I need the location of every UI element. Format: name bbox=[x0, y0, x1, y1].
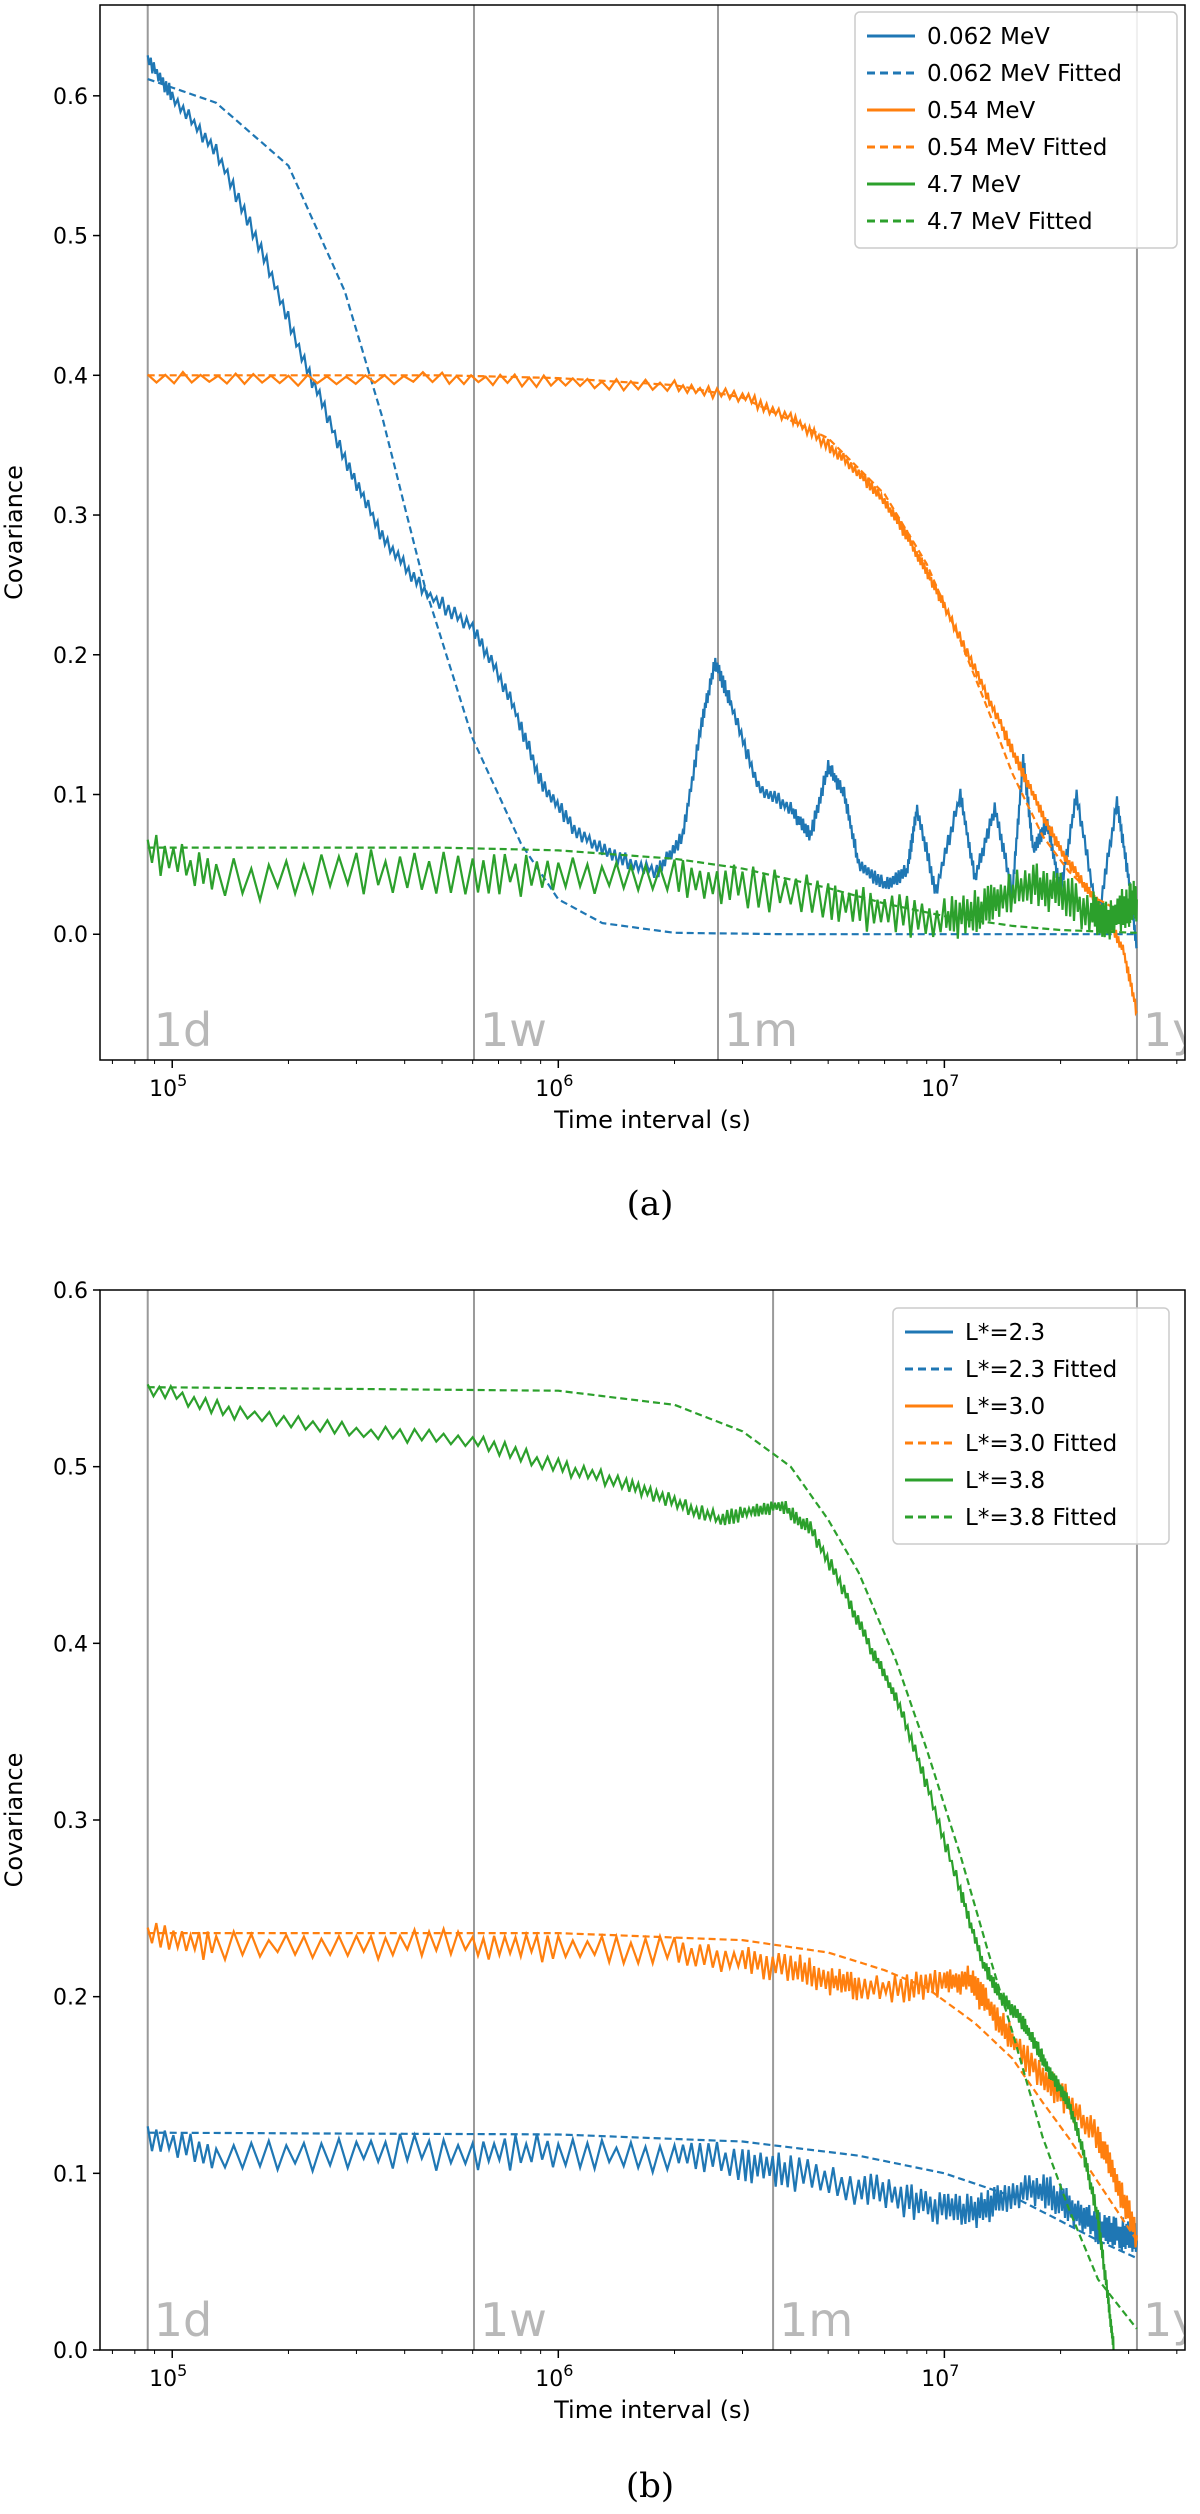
y-tick-label: 0.5 bbox=[53, 1456, 88, 1481]
reference-label-1w: 1w bbox=[480, 2293, 547, 2347]
reference-label-1w: 1w bbox=[480, 1003, 547, 1057]
legend-entry: 4.7 MeV bbox=[927, 172, 1021, 198]
series-line-3 bbox=[147, 374, 1138, 922]
reference-label-1d: 1d bbox=[154, 2293, 212, 2347]
y-tick-label: 0.3 bbox=[53, 1809, 88, 1834]
legend-entry: L*=3.8 Fitted bbox=[965, 1505, 1117, 1531]
series-line-0 bbox=[146, 55, 1138, 949]
x-tick-label: 105 bbox=[149, 2361, 187, 2392]
series-line-0 bbox=[146, 2126, 1138, 2252]
legend-entry: L*=2.3 Fitted bbox=[965, 1357, 1117, 1383]
legend-entry: L*=3.0 bbox=[965, 1394, 1045, 1420]
y-tick-label: 0.2 bbox=[53, 644, 88, 669]
y-tick-label: 0.0 bbox=[53, 2339, 88, 2364]
legend-entry: L*=2.3 bbox=[965, 1320, 1045, 1346]
figure-caption: (a) bbox=[627, 1184, 674, 1224]
legend-box bbox=[854, 11, 1178, 249]
y-tick-label: 0.2 bbox=[53, 1986, 88, 2011]
reference-label-1m: 1m bbox=[779, 2293, 853, 2347]
legend-entry: 0.54 MeV Fitted bbox=[927, 135, 1107, 161]
reference-label-1m: 1m bbox=[724, 1003, 798, 1057]
reference-label-1y: 1y bbox=[1143, 2293, 1200, 2347]
y-tick-label: 0.6 bbox=[53, 85, 88, 110]
legend-entry: 0.54 MeV bbox=[927, 98, 1036, 124]
series-line-4 bbox=[146, 1383, 1115, 2350]
legend-entry: L*=3.0 Fitted bbox=[965, 1431, 1117, 1457]
series-line-2 bbox=[146, 370, 1138, 1017]
series-line-4 bbox=[146, 834, 1138, 940]
legend-entry: 0.062 MeV Fitted bbox=[927, 61, 1122, 87]
legend-box bbox=[892, 1307, 1170, 1545]
x-axis-label: Time interval (s) bbox=[553, 1106, 751, 1134]
legend-entry: L*=3.8 bbox=[965, 1468, 1045, 1494]
x-tick-label: 107 bbox=[921, 2361, 959, 2392]
series-line-1 bbox=[147, 78, 1137, 936]
plot-frame bbox=[99, 4, 1186, 1061]
reference-label-1y: 1y bbox=[1143, 1003, 1200, 1057]
x-axis-label: Time interval (s) bbox=[553, 2396, 751, 2424]
figure-caption: (b) bbox=[626, 2466, 674, 2506]
x-tick-label: 105 bbox=[149, 1071, 187, 1102]
chart-0: 1d 1w 1m 1y 0.0 0.1 0.2 0.3 0.4 0.5 0.6 105 106 107 Ti… bbox=[0, 4, 1200, 1224]
x-tick-label: 106 bbox=[535, 1071, 573, 1102]
y-axis-label: Covariance bbox=[0, 1753, 28, 1888]
legend-entry: 0.062 MeV bbox=[927, 24, 1050, 50]
y-tick-label: 0.6 bbox=[53, 1279, 88, 1304]
y-tick-label: 0.3 bbox=[53, 504, 88, 529]
y-tick-label: 0.0 bbox=[53, 923, 88, 948]
series-line-5 bbox=[147, 1386, 1138, 2330]
legend: L*=2.3 L*=2.3 Fitted L*=3.0 L*=3.0 Fitted L*… bbox=[892, 1307, 1170, 1545]
y-tick-label: 0.4 bbox=[53, 364, 88, 389]
reference-label-1d: 1d bbox=[154, 1003, 212, 1057]
x-tick-label: 107 bbox=[921, 1071, 959, 1102]
y-tick-label: 0.4 bbox=[53, 1632, 88, 1657]
chart-1: 1d 1w 1m 1y 0.0 0.1 0.2 0.3 0.4 0.5 0.6 105 106 107 Ti… bbox=[0, 1279, 1200, 2506]
legend-entry: 4.7 MeV Fitted bbox=[927, 209, 1093, 235]
y-tick-label: 0.1 bbox=[53, 2162, 88, 2187]
series-line-2 bbox=[146, 1922, 1138, 2248]
series-line-5 bbox=[147, 846, 1137, 934]
series-line-3 bbox=[147, 1932, 1138, 2242]
x-tick-label: 106 bbox=[535, 2361, 573, 2392]
legend: 0.062 MeV 0.062 MeV Fitted 0.54 MeV 0.54 Me… bbox=[854, 11, 1178, 249]
y-tick-label: 0.1 bbox=[53, 784, 88, 809]
y-axis-label: Covariance bbox=[0, 465, 28, 600]
y-tick-label: 0.5 bbox=[53, 225, 88, 250]
